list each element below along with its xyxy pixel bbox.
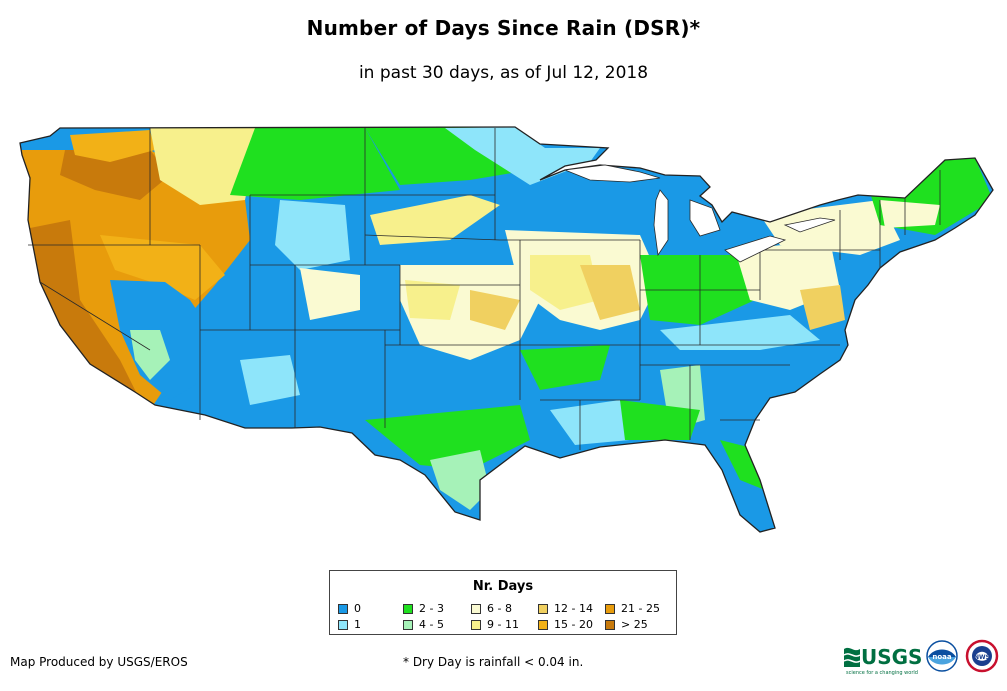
legend: Nr. Days 0 1 2 - 3 4 - 5 6 - 8 9 - 11 12… bbox=[329, 570, 677, 635]
usgs-wordmark: USGS bbox=[861, 645, 922, 669]
map-subtitle: in past 30 days, as of Jul 12, 2018 bbox=[358, 63, 649, 83]
nws-logo: NWS bbox=[965, 639, 999, 673]
legend-swatch bbox=[471, 620, 481, 630]
legend-item: 9 - 11 bbox=[471, 619, 519, 631]
legend-item: 12 - 14 bbox=[538, 603, 593, 615]
agency-logos: USGS science for a changing world noaa N… bbox=[843, 639, 999, 676]
legend-label: 1 bbox=[354, 618, 361, 631]
legend-label: 2 - 3 bbox=[419, 602, 444, 615]
legend-label: 0 bbox=[354, 602, 361, 615]
noaa-logo: noaa bbox=[926, 640, 958, 672]
legend-label: 21 - 25 bbox=[621, 602, 660, 615]
legend-item: 4 - 5 bbox=[403, 619, 444, 631]
legend-swatch bbox=[403, 620, 413, 630]
footnote-text: * Dry Day is rainfall < 0.04 in. bbox=[403, 655, 584, 669]
legend-swatch bbox=[338, 620, 348, 630]
usgs-tagline: science for a changing world bbox=[846, 670, 918, 676]
legend-swatch bbox=[403, 604, 413, 614]
legend-swatch bbox=[538, 620, 548, 630]
legend-label: 6 - 8 bbox=[487, 602, 512, 615]
legend-swatch bbox=[338, 604, 348, 614]
legend-item: 0 bbox=[338, 603, 361, 615]
legend-item: 2 - 3 bbox=[403, 603, 444, 615]
legend-swatch bbox=[538, 604, 548, 614]
legend-swatch bbox=[605, 620, 615, 630]
legend-label: > 25 bbox=[621, 618, 648, 631]
usgs-logo: USGS science for a changing world bbox=[843, 645, 922, 676]
legend-label: 15 - 20 bbox=[554, 618, 593, 631]
legend-item: 21 - 25 bbox=[605, 603, 660, 615]
legend-item: 1 bbox=[338, 619, 361, 631]
legend-label: 9 - 11 bbox=[487, 618, 519, 631]
nws-wordmark: NWS bbox=[974, 654, 990, 661]
legend-label: 4 - 5 bbox=[419, 618, 444, 631]
legend-title: Nr. Days bbox=[472, 579, 534, 594]
legend-item: > 25 bbox=[605, 619, 648, 631]
noaa-wordmark: noaa bbox=[932, 653, 952, 661]
credit-text: Map Produced by USGS/EROS bbox=[10, 655, 188, 669]
legend-label: 12 - 14 bbox=[554, 602, 593, 615]
legend-swatch bbox=[471, 604, 481, 614]
legend-item: 15 - 20 bbox=[538, 619, 593, 631]
legend-swatch bbox=[605, 604, 615, 614]
dsr-map bbox=[19, 126, 994, 533]
map-title: Number of Days Since Rain (DSR)* bbox=[306, 16, 701, 40]
legend-item: 6 - 8 bbox=[471, 603, 512, 615]
